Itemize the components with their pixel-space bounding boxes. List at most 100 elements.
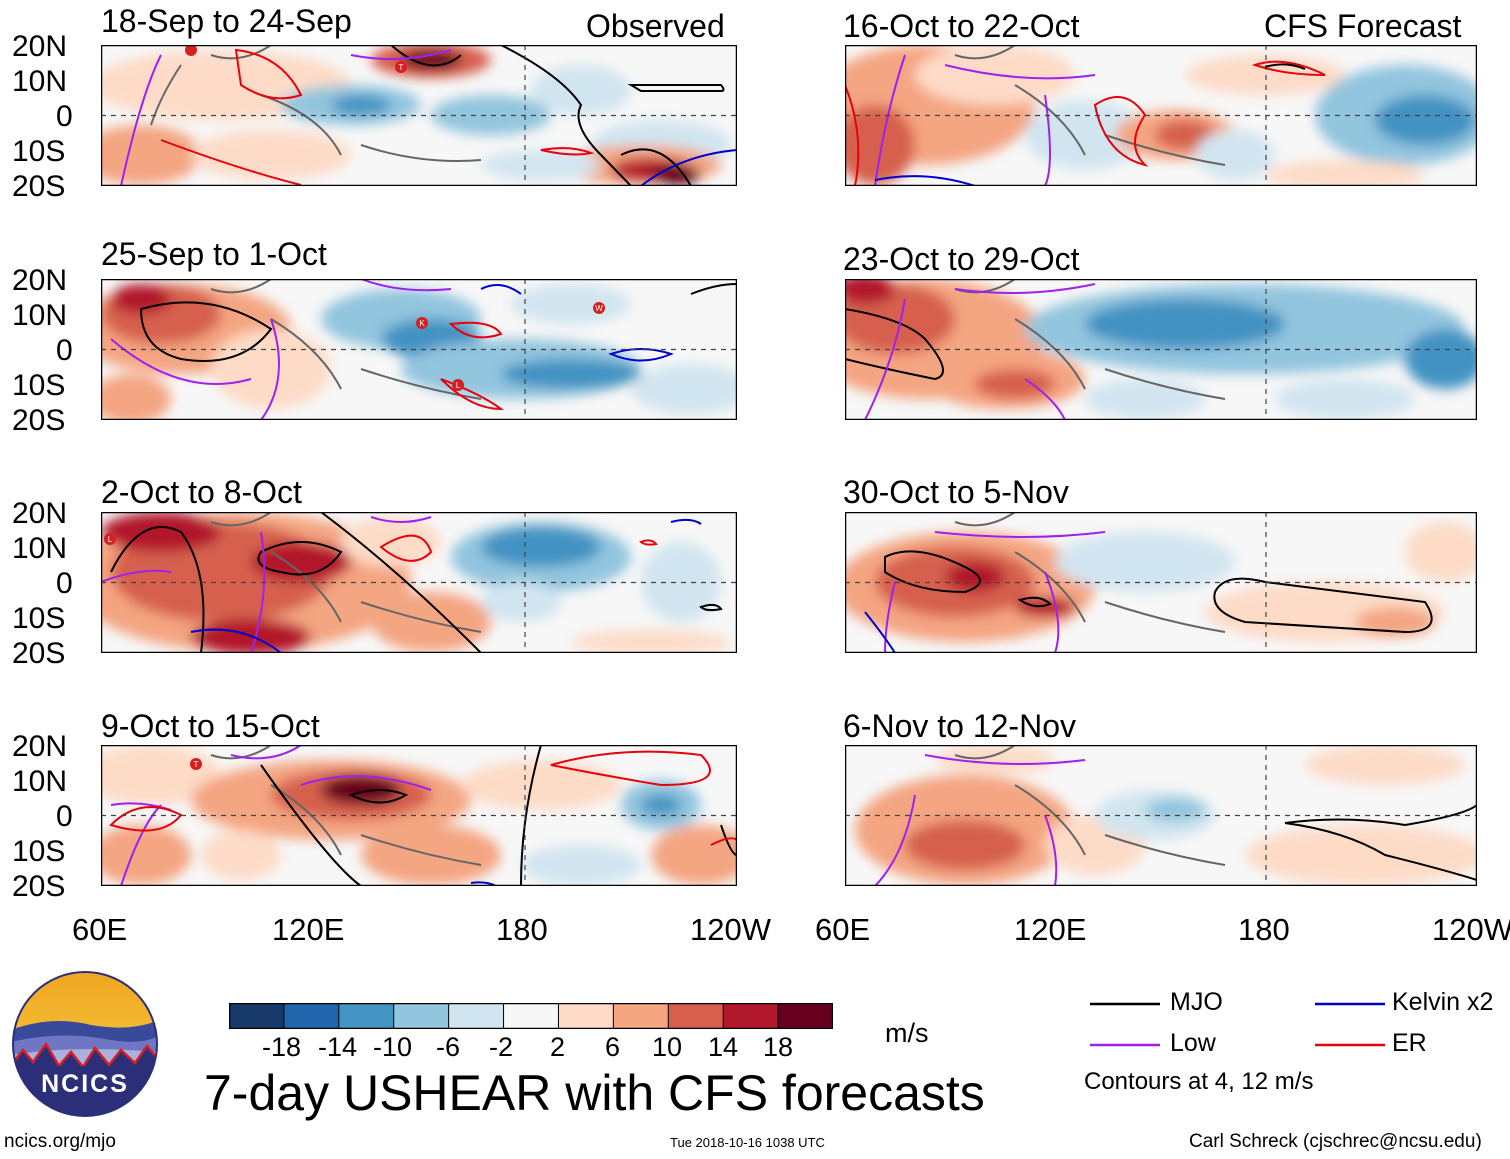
colorbar-frame bbox=[228, 1002, 834, 1030]
lat-label: 20S bbox=[12, 170, 66, 203]
kelvin-legend-label: Kelvin x2 bbox=[1392, 988, 1494, 1016]
colorbar-swatch bbox=[228, 1002, 285, 1030]
panel-title: 23-Oct to 29-Oct bbox=[843, 241, 1080, 277]
lon-label: 120E bbox=[1014, 912, 1087, 947]
cyclone-marker: K bbox=[416, 317, 428, 329]
lat-label: 20N bbox=[12, 264, 68, 297]
contours-note: Contours at 4, 12 m/s bbox=[1084, 1068, 1314, 1095]
mjo-legend-label: MJO bbox=[1170, 988, 1223, 1016]
observed-label: Observed bbox=[586, 8, 725, 44]
shear-field-map bbox=[845, 512, 1477, 653]
panel-title: 2-Oct to 8-Oct bbox=[101, 474, 302, 510]
cyclone-marker: T bbox=[190, 758, 202, 770]
lat-label: 10S bbox=[12, 835, 66, 868]
lat-label: 0 bbox=[56, 100, 73, 133]
shear-field-map: L bbox=[101, 512, 737, 653]
svg-text:W: W bbox=[595, 304, 603, 313]
lon-label: 120W bbox=[690, 912, 771, 947]
timestamp: Tue 2018-10-16 1038 UTC bbox=[670, 1135, 825, 1150]
map-panel-forecast-3 bbox=[845, 512, 1477, 653]
lat-label: 20S bbox=[12, 637, 66, 670]
colorbar-label: 14 bbox=[708, 1032, 739, 1062]
colorbar-swatch bbox=[393, 1002, 450, 1030]
lon-label: 180 bbox=[496, 912, 548, 947]
colorbar-label: -18 bbox=[262, 1032, 302, 1062]
svg-text:L: L bbox=[456, 381, 461, 390]
units-label: m/s bbox=[885, 1018, 929, 1048]
panel-title: 25-Sep to 1-Oct bbox=[101, 236, 327, 272]
shear-field-map: T bbox=[101, 45, 737, 186]
map-panel-observed-1: T bbox=[101, 45, 737, 186]
cyclone-marker: W bbox=[593, 302, 605, 314]
colorbar-swatch bbox=[557, 1002, 615, 1030]
svg-text:T: T bbox=[194, 760, 199, 769]
kelvin-legend-line bbox=[1315, 1002, 1385, 1006]
svg-text:K: K bbox=[419, 319, 425, 328]
panel-title: 6-Nov to 12-Nov bbox=[843, 708, 1076, 744]
colorbar-label: 10 bbox=[652, 1032, 683, 1062]
map-panel-observed-2: K W L bbox=[101, 279, 737, 420]
forecast-label: CFS Forecast bbox=[1264, 8, 1462, 44]
map-panel-forecast-2 bbox=[845, 279, 1477, 420]
colorbar-label: -6 bbox=[436, 1032, 461, 1062]
panel-title: 9-Oct to 15-Oct bbox=[101, 708, 320, 744]
cyclone-marker: T bbox=[395, 61, 407, 73]
er-legend-label: ER bbox=[1392, 1029, 1427, 1057]
lat-label: 0 bbox=[56, 334, 73, 367]
lat-label: 20N bbox=[12, 30, 68, 63]
ncics-logo: NCICS bbox=[11, 970, 159, 1118]
ncics-logo-graphic bbox=[12, 971, 158, 1117]
cyclone-marker bbox=[185, 45, 197, 56]
colorbar-swatch bbox=[283, 1002, 340, 1030]
panel-title: 30-Oct to 5-Nov bbox=[843, 474, 1069, 510]
lon-label: 120W bbox=[1432, 912, 1510, 947]
lat-label: 10S bbox=[12, 135, 66, 168]
lon-label: 60E bbox=[815, 912, 871, 947]
lat-label: 10N bbox=[12, 765, 68, 798]
lat-label: 20S bbox=[12, 870, 66, 903]
low-legend-line bbox=[1090, 1043, 1160, 1047]
lon-label: 120E bbox=[272, 912, 345, 947]
shear-field-map: T bbox=[101, 745, 737, 886]
lon-label: 60E bbox=[72, 912, 128, 947]
colorbar-swatch bbox=[503, 1002, 560, 1030]
svg-text:L: L bbox=[108, 535, 113, 544]
lat-label: 10S bbox=[12, 602, 66, 635]
author-credit: Carl Schreck (cjschrec@ncsu.edu) bbox=[1189, 1131, 1482, 1152]
colorbar-label: -10 bbox=[373, 1032, 413, 1062]
colorbar-swatches bbox=[228, 1002, 835, 1030]
lat-label: 10N bbox=[12, 299, 68, 332]
shear-field-map bbox=[845, 279, 1477, 420]
main-title: 7-day USHEAR with CFS forecasts bbox=[204, 1065, 985, 1121]
colorbar-swatch bbox=[777, 1002, 835, 1030]
colorbar-label: 2 bbox=[550, 1032, 566, 1062]
ncics-logo-text: NCICS bbox=[41, 1070, 129, 1098]
lat-label: 20S bbox=[12, 404, 66, 437]
panel-title: 16-Oct to 22-Oct bbox=[843, 8, 1080, 44]
colorbar-swatch bbox=[722, 1002, 780, 1030]
colorbar-swatch bbox=[612, 1002, 670, 1030]
mjo-legend-line bbox=[1090, 1002, 1160, 1006]
colorbar bbox=[228, 1002, 835, 1030]
website-link[interactable]: ncics.org/mjo bbox=[4, 1131, 116, 1152]
lat-label: 10N bbox=[12, 65, 68, 98]
lat-label: 20N bbox=[12, 497, 68, 530]
colorbar-label: -2 bbox=[489, 1032, 514, 1062]
cyclone-marker: L bbox=[104, 533, 116, 545]
lat-label: 0 bbox=[56, 800, 73, 833]
map-panel-observed-3: L bbox=[101, 512, 737, 653]
lon-label: 180 bbox=[1238, 912, 1290, 947]
cyclone-marker: L bbox=[452, 379, 464, 391]
map-panel-observed-4: T bbox=[101, 745, 737, 886]
shear-field-map bbox=[845, 745, 1477, 886]
shear-field-map: K W L bbox=[101, 279, 737, 420]
er-legend-line bbox=[1315, 1043, 1385, 1047]
lat-label: 10N bbox=[12, 532, 68, 565]
colorbar-label: 18 bbox=[763, 1032, 794, 1062]
panel-title: 18-Sep to 24-Sep bbox=[101, 3, 352, 39]
colorbar-swatch bbox=[338, 1002, 395, 1030]
lat-label: 10S bbox=[12, 369, 66, 402]
colorbar-label: 6 bbox=[605, 1032, 621, 1062]
colorbar-swatch bbox=[448, 1002, 505, 1030]
map-panel-forecast-1 bbox=[845, 45, 1477, 186]
